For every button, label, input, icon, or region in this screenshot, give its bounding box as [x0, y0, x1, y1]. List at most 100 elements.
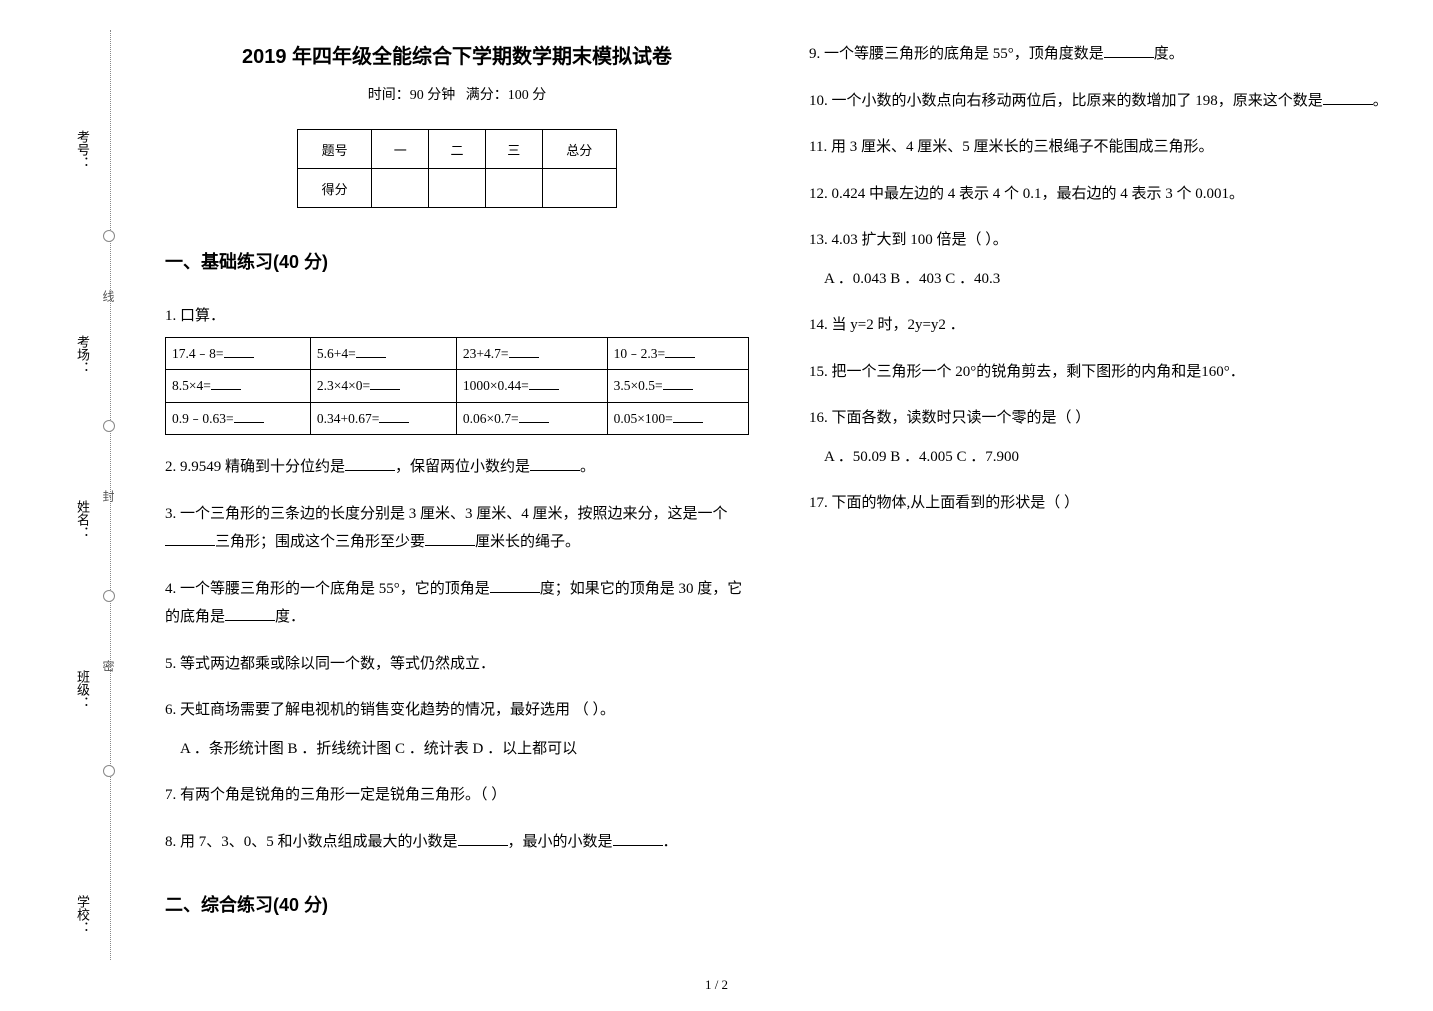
answer-blank[interactable] [663, 376, 693, 391]
calc-cell: 0.34+0.67= [317, 411, 379, 426]
binding-strip: 考号： 考场： 姓名： 班级： 学校： [65, 20, 95, 960]
score-head: 一 [372, 130, 429, 169]
q16-text: 16. 下面各数，读数时只读一个零的是（ ） [809, 404, 1393, 433]
answer-blank[interactable] [665, 343, 695, 358]
answer-blank[interactable] [211, 376, 241, 391]
q16-options[interactable]: A ．50.09 B ．4.005 C ．7.900 [824, 443, 1393, 472]
question-9: 9. 一个等腰三角形的底角是 55°，顶角度数是 度。 [809, 40, 1393, 69]
calc-cell: 8.5×4= [172, 378, 211, 393]
score-cell[interactable] [372, 169, 429, 208]
binding-circle [103, 420, 115, 432]
answer-blank[interactable] [530, 455, 580, 471]
answer-blank[interactable] [379, 408, 409, 423]
answer-blank[interactable] [425, 530, 475, 546]
q1-stem: 1. 口算． [165, 302, 749, 331]
question-2: 2. 9.9549 精确到十分位约是，保留两位小数约是。 [165, 453, 749, 482]
exam-time: 时间：90 分钟 [368, 88, 456, 103]
binding-label-class: 班级： [73, 670, 92, 709]
calc-cell: 0.06×0.7= [463, 411, 519, 426]
question-10: 10. 一个小数的小数点向右移动两位后，比原来的数增加了 198，原来这个数是 。 [809, 87, 1393, 116]
calc-cell: 23+4.7= [463, 346, 509, 361]
calc-cell: 2.3×4×0= [317, 378, 370, 393]
calc-table: 17.4﹣8= 5.6+4= 23+4.7= 10﹣2.3= 8.5×4= 2.… [165, 337, 749, 436]
question-8: 8. 用 7、3、0、5 和小数点组成最大的小数是，最小的小数是． [165, 828, 749, 857]
exam-subtitle: 时间：90 分钟 满分：100 分 [165, 84, 749, 104]
binding-label-room: 考场： [73, 335, 92, 374]
q10-text: 10. 一个小数的小数点向右移动两位后，比原来的数增加了 198，原来这个数是 [809, 93, 1323, 109]
question-4: 4. 一个等腰三角形的一个底角是 55°，它的顶角是度；如果它的顶角是 30 度… [165, 575, 749, 632]
binding-cut-label: 线 [100, 290, 117, 302]
q6-text: 6. 天虹商场需要了解电视机的销售变化趋势的情况，最好选用 [165, 702, 570, 718]
answer-blank[interactable] [519, 408, 549, 423]
q2-text: 2. 9.9549 精确到十分位约是 [165, 459, 345, 475]
q8-text: 8. 用 7、3、0、5 和小数点组成最大的小数是 [165, 834, 458, 850]
q3-text: 三角形；围成这个三角形至少要 [215, 534, 425, 550]
binding-cut-label: 密 [100, 660, 117, 672]
q2-text: ，保留两位小数约是 [395, 459, 530, 475]
question-5: 5. 等式两边都乘或除以同一个数，等式仍然成立． [165, 650, 749, 679]
answer-blank[interactable] [490, 577, 540, 593]
score-cell[interactable] [429, 169, 486, 208]
score-head: 三 [485, 130, 542, 169]
score-head: 题号 [298, 130, 372, 169]
score-head: 二 [429, 130, 486, 169]
question-1: 1. 口算． 17.4﹣8= 5.6+4= 23+4.7= 10﹣2.3= 8.… [165, 302, 749, 435]
exam-title: 2019 年四年级全能综合下学期数学期末模拟试卷 [165, 40, 749, 69]
q9-text: 9. 一个等腰三角形的底角是 55°，顶角度数是 [809, 46, 1104, 62]
binding-circle [103, 590, 115, 602]
question-13: 13. 4.03 扩大到 100 倍是（ ）。 A ．0.043 B ．403 … [809, 226, 1393, 293]
answer-blank[interactable] [370, 376, 400, 391]
binding-label-name: 姓名： [73, 500, 92, 539]
calc-cell: 5.6+4= [317, 346, 356, 361]
q6-paren[interactable]: （ ）。 [574, 702, 615, 718]
calc-cell: 17.4﹣8= [172, 346, 224, 361]
page-content: 2019 年四年级全能综合下学期数学期末模拟试卷 时间：90 分钟 满分：100… [165, 40, 1393, 940]
question-12: 12. 0.424 中最左边的 4 表示 4 个 0.1，最右边的 4 表示 3… [809, 180, 1393, 209]
question-15: 15. 把一个三角形一个 20°的锐角剪去，剩下图形的内角和是160°． [809, 358, 1393, 387]
calc-cell: 0.9﹣0.63= [172, 411, 234, 426]
answer-blank[interactable] [224, 343, 254, 358]
answer-blank[interactable] [234, 408, 264, 423]
score-cell[interactable] [485, 169, 542, 208]
answer-blank[interactable] [613, 830, 663, 846]
question-17: 17. 下面的物体,从上面看到的形状是（ ） [809, 489, 1393, 518]
q4-text: 4. 一个等腰三角形的一个底角是 55°，它的顶角是 [165, 581, 490, 597]
exam-fullscore: 满分：100 分 [466, 88, 547, 103]
question-11: 11. 用 3 厘米、4 厘米、5 厘米长的三根绳子不能围成三角形。 [809, 133, 1393, 162]
binding-circle [103, 765, 115, 777]
binding-circle [103, 230, 115, 242]
score-cell[interactable] [542, 169, 616, 208]
binding-label-examno: 考号： [73, 130, 92, 169]
answer-blank[interactable] [673, 408, 703, 423]
answer-blank[interactable] [225, 605, 275, 621]
q9-text: 度。 [1154, 46, 1184, 62]
calc-cell: 1000×0.44= [463, 378, 529, 393]
answer-blank[interactable] [165, 530, 215, 546]
calc-cell: 3.5×0.5= [614, 378, 663, 393]
q8-text: ，最小的小数是 [508, 834, 613, 850]
section-1-title: 一、基础练习(40 分) [165, 248, 749, 274]
score-row-label: 得分 [298, 169, 372, 208]
answer-blank[interactable] [529, 376, 559, 391]
question-14: 14. 当 y=2 时，2y=y2 ． [809, 311, 1393, 340]
binding-cut-label: 封 [100, 490, 117, 502]
score-table: 题号 一 二 三 总分 得分 [297, 129, 617, 208]
score-head: 总分 [542, 130, 616, 169]
q13-options[interactable]: A ．0.043 B ．403 C ．40.3 [824, 265, 1393, 294]
answer-blank[interactable] [509, 343, 539, 358]
answer-blank[interactable] [356, 343, 386, 358]
answer-blank[interactable] [1323, 89, 1373, 105]
q3-text: 厘米长的绳子。 [475, 534, 580, 550]
q13-text: 13. 4.03 扩大到 100 倍是（ ）。 [809, 226, 1393, 255]
question-3: 3. 一个三角形的三条边的长度分别是 3 厘米、3 厘米、4 厘米，按照边来分，… [165, 500, 749, 557]
section-2-title: 二、综合练习(40 分) [165, 891, 749, 917]
question-16: 16. 下面各数，读数时只读一个零的是（ ） A ．50.09 B ．4.005… [809, 404, 1393, 471]
answer-blank[interactable] [345, 455, 395, 471]
question-7: 7. 有两个角是锐角的三角形一定是锐角三角形。（ ） [165, 781, 749, 810]
q10-text: 。 [1373, 93, 1388, 109]
calc-cell: 0.05×100= [614, 411, 673, 426]
q6-options[interactable]: A ．条形统计图 B ．折线统计图 C ．统计表 D ．以上都可以 [180, 735, 749, 764]
answer-blank[interactable] [1104, 42, 1154, 58]
calc-cell: 10﹣2.3= [614, 346, 666, 361]
answer-blank[interactable] [458, 830, 508, 846]
